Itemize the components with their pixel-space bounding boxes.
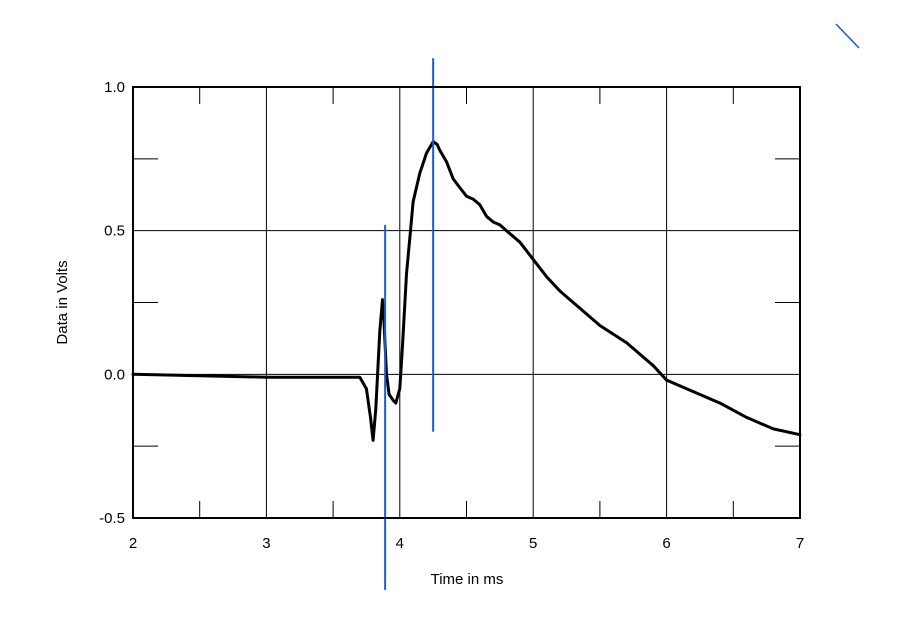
y-tick-label: 1.0 <box>104 79 125 96</box>
vertical-markers <box>384 58 435 590</box>
x-tick-label: 5 <box>529 535 537 552</box>
axis-ticks <box>133 87 800 518</box>
series <box>131 140 802 442</box>
series-line <box>131 140 802 442</box>
x-tick-label: 4 <box>396 535 404 552</box>
x-tick-label: 2 <box>129 535 137 552</box>
x-tick-labels: 2 3 4 5 6 7 <box>129 535 804 552</box>
x-tick-label: 7 <box>796 535 804 552</box>
y-axis-label: Data in Volts <box>54 260 71 344</box>
grid <box>133 87 800 518</box>
y-tick-labels: -0.5 0.0 0.5 1.0 <box>99 79 125 527</box>
x-tick-label: 6 <box>662 535 670 552</box>
y-tick-label: -0.5 <box>99 510 125 527</box>
y-tick-label: 0.5 <box>104 223 125 240</box>
corner-mark <box>835 23 860 49</box>
x-axis-label: Time in ms <box>431 571 504 588</box>
x-tick-label: 3 <box>262 535 270 552</box>
y-tick-label: 0.0 <box>104 366 125 383</box>
plot-frame <box>132 86 801 519</box>
